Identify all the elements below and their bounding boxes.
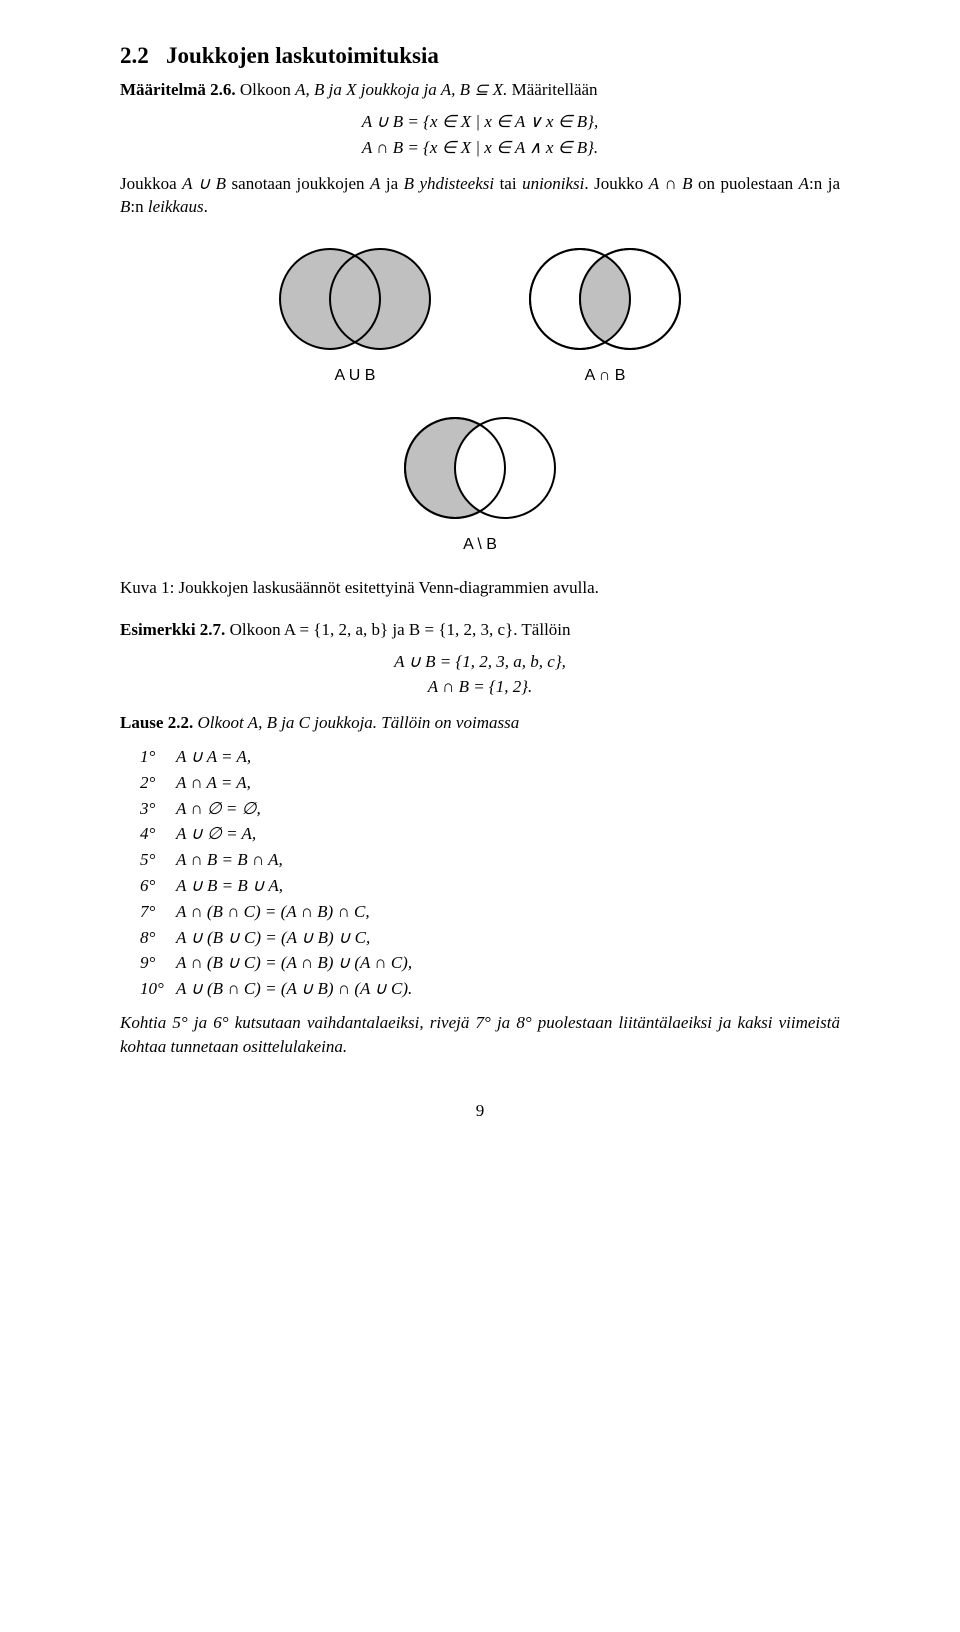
item-eq: A ∩ (B ∩ C) = (A ∩ B) ∩ C,: [176, 900, 370, 924]
definition-label: Määritelmä 2.6.: [120, 80, 236, 99]
definition-text-before: Olkoon: [236, 80, 296, 99]
figure-venn-diagrams: A U B A ∩ B: [120, 239, 840, 556]
theorem-item: 3°A ∩ ∅ = ∅,: [140, 797, 840, 821]
item-eq: A ∩ (B ∪ C) = (A ∩ B) ∪ (A ∩ C),: [176, 951, 412, 975]
venn-difference: A \ B: [385, 408, 575, 556]
section-heading: 2.2 Joukkojen laskutoimituksia: [120, 40, 840, 72]
venn-union-svg: [260, 239, 450, 359]
definition-eq1: A ∪ B = {x ∈ X | x ∈ A ∨ x ∈ B},: [120, 110, 840, 134]
theorem-item: 2°A ∩ A = A,: [140, 771, 840, 795]
theorem-list: 1°A ∪ A = A, 2°A ∩ A = A, 3°A ∩ ∅ = ∅, 4…: [140, 745, 840, 1001]
definition-vars: A, B ja X joukkoja ja A, B ⊆ X.: [295, 80, 507, 99]
para-text: Joukkoa A ∪ B sanotaan joukkojen A ja B …: [120, 174, 840, 217]
theorem-item: 7°A ∩ (B ∩ C) = (A ∩ B) ∩ C,: [140, 900, 840, 924]
theorem-item: 4°A ∪ ∅ = A,: [140, 822, 840, 846]
theorem-item: 8°A ∪ (B ∪ C) = (A ∪ B) ∪ C,: [140, 926, 840, 950]
example-2-7: Esimerkki 2.7. Olkoon A = {1, 2, a, b} j…: [120, 618, 840, 642]
item-eq: A ∩ A = A,: [176, 771, 251, 795]
venn-intersection: A ∩ B: [510, 239, 700, 387]
item-eq: A ∪ ∅ = A,: [176, 822, 256, 846]
item-num: 7°: [140, 900, 176, 924]
venn-difference-svg: [385, 408, 575, 528]
item-eq: A ∩ B = B ∩ A,: [176, 848, 283, 872]
theorem-item: 9°A ∩ (B ∪ C) = (A ∩ B) ∪ (A ∩ C),: [140, 951, 840, 975]
theorem-text: Olkoot A, B ja C joukkoja. Tällöin on vo…: [193, 713, 519, 732]
section-title: Joukkojen laskutoimituksia: [166, 43, 439, 68]
item-num: 3°: [140, 797, 176, 821]
venn-union: A U B: [260, 239, 450, 387]
example-label: Esimerkki 2.7.: [120, 620, 225, 639]
theorem-item: 1°A ∪ A = A,: [140, 745, 840, 769]
venn-intersection-svg: [510, 239, 700, 359]
theorem-tail: Kohtia 5° ja 6° kutsutaan vaihdantalaeik…: [120, 1011, 840, 1059]
item-eq: A ∪ A = A,: [176, 745, 251, 769]
item-eq: A ∪ B = B ∪ A,: [176, 874, 283, 898]
example-eq2: A ∩ B = {1, 2}.: [120, 675, 840, 699]
theorem-item: 10°A ∪ (B ∩ C) = (A ∪ B) ∩ (A ∪ C).: [140, 977, 840, 1001]
item-num: 6°: [140, 874, 176, 898]
theorem-item: 6°A ∪ B = B ∪ A,: [140, 874, 840, 898]
example-eq1: A ∪ B = {1, 2, 3, a, b, c},: [120, 650, 840, 674]
theorem-label: Lause 2.2.: [120, 713, 193, 732]
item-num: 1°: [140, 745, 176, 769]
item-num: 4°: [140, 822, 176, 846]
item-num: 10°: [140, 977, 176, 1001]
section-number: 2.2: [120, 43, 149, 68]
item-eq: A ∪ (B ∩ C) = (A ∪ B) ∩ (A ∪ C).: [176, 977, 412, 1001]
example-equations: A ∪ B = {1, 2, 3, a, b, c}, A ∩ B = {1, …: [120, 650, 840, 700]
item-num: 2°: [140, 771, 176, 795]
item-eq: A ∪ (B ∪ C) = (A ∪ B) ∪ C,: [176, 926, 370, 950]
definition-post: Määritellään: [507, 80, 597, 99]
theorem-2-2: Lause 2.2. Olkoot A, B ja C joukkoja. Tä…: [120, 711, 840, 735]
definition-2-6: Määritelmä 2.6. Olkoon A, B ja X joukkoj…: [120, 78, 840, 102]
item-num: 9°: [140, 951, 176, 975]
venn-union-label: A U B: [335, 365, 376, 387]
venn-difference-label: A \ B: [463, 534, 497, 556]
figure-row-2: A \ B: [120, 408, 840, 556]
figure-row-1: A U B A ∩ B: [120, 239, 840, 387]
page-number: 9: [120, 1099, 840, 1123]
item-eq: A ∩ ∅ = ∅,: [176, 797, 261, 821]
theorem-item: 5°A ∩ B = B ∩ A,: [140, 848, 840, 872]
paragraph-after-definition: Joukkoa A ∪ B sanotaan joukkojen A ja B …: [120, 172, 840, 220]
item-num: 5°: [140, 848, 176, 872]
venn-intersection-label: A ∩ B: [585, 365, 626, 387]
example-text: Olkoon A = {1, 2, a, b} ja B = {1, 2, 3,…: [225, 620, 570, 639]
item-num: 8°: [140, 926, 176, 950]
definition-eq2: A ∩ B = {x ∈ X | x ∈ A ∧ x ∈ B}.: [120, 136, 840, 160]
figure-caption: Kuva 1: Joukkojen laskusäännöt esitettyi…: [120, 576, 840, 600]
definition-equations: A ∪ B = {x ∈ X | x ∈ A ∨ x ∈ B}, A ∩ B =…: [120, 110, 840, 160]
